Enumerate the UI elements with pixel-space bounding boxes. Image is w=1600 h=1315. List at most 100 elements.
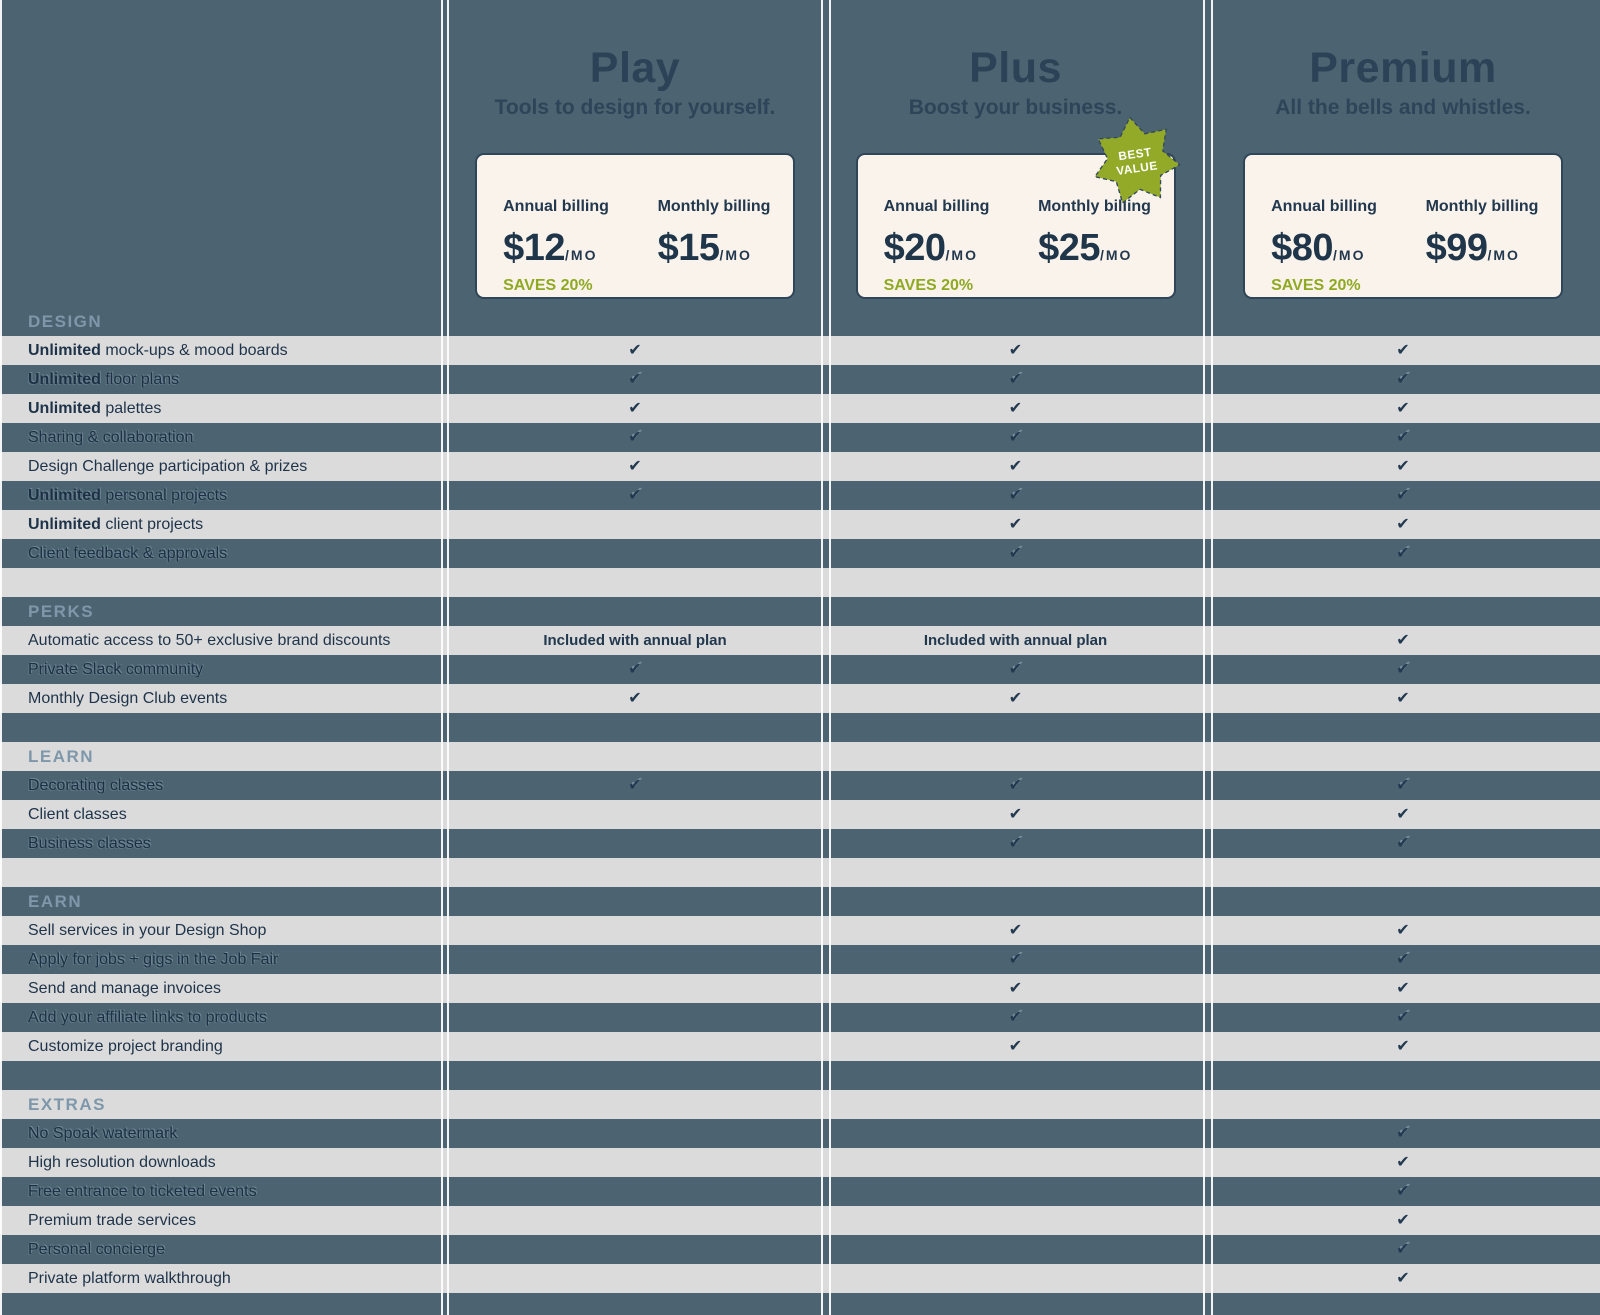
feature-cell-plus: ✔ [1008, 922, 1023, 939]
monthly-billing-option-play: Monthly billing $15/MO [635, 197, 793, 297]
feature-cell-plus: ✔ [1008, 371, 1023, 388]
feature-cell-premium: ✔ [1396, 516, 1410, 533]
feature-cell-play: ✔ [628, 690, 642, 707]
feature-row: Free entrance to ticketed events ✔ [0, 1177, 1600, 1206]
feature-cell-premium: ✔ [1396, 429, 1410, 446]
feature-cell-premium: ✔ [1396, 545, 1410, 562]
monthly-billing-option-plus: Monthly billing $25/MO [1016, 197, 1174, 297]
section-title: LEARN [28, 746, 95, 766]
feature-label: Unlimited client projects [28, 515, 204, 533]
feature-label: Unlimited personal projects [28, 486, 228, 504]
feature-label: Add your affiliate links to products [28, 1008, 267, 1026]
feature-cell-plus: ✔ [1008, 487, 1023, 504]
feature-cell-play: ✔ [628, 400, 642, 417]
feature-row: Design Challenge participation & prizes … [0, 452, 1600, 481]
feature-cell-premium: ✔ [1396, 1125, 1410, 1142]
spacer-row [0, 713, 1600, 742]
feature-label: Client classes [28, 805, 127, 823]
monthly-price: $15 [657, 227, 720, 269]
plan-header-plus: Plus Boost your business. BEST VALUE Ann… [825, 0, 1206, 307]
feature-row: Personal concierge ✔ [0, 1235, 1600, 1264]
feature-label: Design Challenge participation & prizes [28, 457, 308, 475]
spacer-row [0, 858, 1600, 887]
feature-label: Apply for jobs + gigs in the Job Fair [28, 950, 279, 968]
annual-billing-option-premium: Annual billing $80/MO SAVES 20% [1245, 197, 1403, 297]
feature-cell-plus: ✔ [1008, 342, 1023, 359]
feature-row: Sharing & collaboration ✔ ✔ ✔ [0, 423, 1600, 452]
section-header-row: EXTRAS [0, 1090, 1600, 1119]
feature-label: Free entrance to ticketed events [28, 1182, 257, 1200]
feature-row: Send and manage invoices ✔ ✔ [0, 974, 1600, 1003]
feature-cell-premium: ✔ [1396, 835, 1410, 852]
feature-cell-plus: ✔ [1008, 400, 1023, 417]
feature-label: Personal concierge [28, 1240, 165, 1258]
section-title: DESIGN [28, 311, 103, 331]
price-card-play[interactable]: Annual billing $12/MO SAVES 20% Monthly … [475, 153, 795, 299]
feature-cell-premium: ✔ [1396, 922, 1410, 939]
annual-price-suffix: /MO [945, 247, 978, 263]
feature-row: Automatic access to 50+ exclusive brand … [0, 626, 1600, 655]
section-header-row: PERKS [0, 597, 1600, 626]
feature-label: High resolution downloads [28, 1153, 216, 1171]
section-title: PERKS [28, 601, 95, 621]
feature-cell-plus: ✔ [1008, 1038, 1023, 1055]
annual-billing-label: Annual billing [1271, 198, 1377, 215]
feature-label: Customize project branding [28, 1037, 223, 1055]
price-card-plus[interactable]: BEST VALUE Annual billing $20/MO SAVES 2… [855, 116, 1181, 299]
feature-label: Sharing & collaboration [28, 428, 194, 446]
price-card-premium[interactable]: Annual billing $80/MO SAVES 20% Monthly … [1243, 153, 1563, 299]
feature-label: Client feedback & approvals [28, 544, 228, 562]
feature-cell-play: ✔ [628, 661, 642, 678]
annual-price-suffix: /MO [565, 247, 598, 263]
annual-savings-note: SAVES 20% [503, 277, 593, 294]
annual-billing-label: Annual billing [503, 198, 609, 215]
feature-label: Unlimited mock-ups & mood boards [28, 341, 288, 359]
feature-label: Send and manage invoices [28, 979, 222, 997]
plan-tagline-premium: All the bells and whistles. [1275, 96, 1531, 119]
header-spacer-cell [0, 0, 445, 307]
feature-cell-plus: ✔ [1008, 777, 1023, 794]
feature-cell-premium: ✔ [1396, 458, 1410, 475]
feature-row: No Spoak watermark ✔ [0, 1119, 1600, 1148]
monthly-price-suffix: /MO [1487, 247, 1520, 263]
spacer-row [0, 568, 1600, 597]
column-divider [447, 0, 449, 1315]
annual-savings-note: SAVES 20% [1271, 277, 1361, 294]
plan-tagline-play: Tools to design for yourself. [494, 96, 776, 119]
feature-cell-plus: ✔ [1008, 980, 1023, 997]
plan-name-plus: Plus [969, 44, 1062, 92]
feature-cell-premium: ✔ [1396, 487, 1410, 504]
column-divider [441, 0, 443, 1315]
spacer-row [0, 1293, 1600, 1315]
feature-cell-play: ✔ [628, 487, 642, 504]
feature-cell-premium: ✔ [1396, 1212, 1410, 1229]
feature-cell-premium: ✔ [1396, 1241, 1410, 1258]
feature-row: Unlimited client projects ✔ ✔ [0, 510, 1600, 539]
annual-price: $12 [503, 227, 566, 269]
feature-cell-play: ✔ [628, 429, 642, 446]
plan-tagline-plus: Boost your business. [908, 96, 1123, 119]
feature-cell-plus: ✔ [1008, 690, 1023, 707]
plan-name-play: Play [589, 44, 681, 92]
feature-cell-premium: ✔ [1396, 951, 1410, 968]
feature-row: High resolution downloads ✔ [0, 1148, 1600, 1177]
column-divider [821, 0, 823, 1315]
best-value-badge: BEST VALUE [1093, 116, 1181, 204]
feature-label: Decorating classes [28, 776, 164, 794]
feature-cell-premium: ✔ [1396, 1183, 1410, 1200]
feature-cell-premium: ✔ [1396, 806, 1410, 823]
feature-row: Unlimited personal projects ✔ ✔ ✔ [0, 481, 1600, 510]
feature-label: Automatic access to 50+ exclusive brand … [28, 631, 391, 649]
column-divider [829, 0, 831, 1315]
column-divider [1211, 0, 1213, 1315]
monthly-billing-option-premium: Monthly billing $99/MO [1403, 197, 1561, 297]
monthly-billing-label: Monthly billing [657, 198, 771, 215]
annual-price-suffix: /MO [1333, 247, 1366, 263]
feature-cell-premium: ✔ [1396, 777, 1410, 794]
feature-cell-premium: ✔ [1396, 690, 1410, 707]
feature-row: Private Slack community ✔ ✔ ✔ [0, 655, 1600, 684]
monthly-price: $25 [1038, 227, 1100, 269]
annual-billing-label: Annual billing [883, 198, 990, 215]
feature-row: Monthly Design Club events ✔ ✔ ✔ [0, 684, 1600, 713]
best-value-badge-line2: VALUE [1115, 159, 1158, 178]
